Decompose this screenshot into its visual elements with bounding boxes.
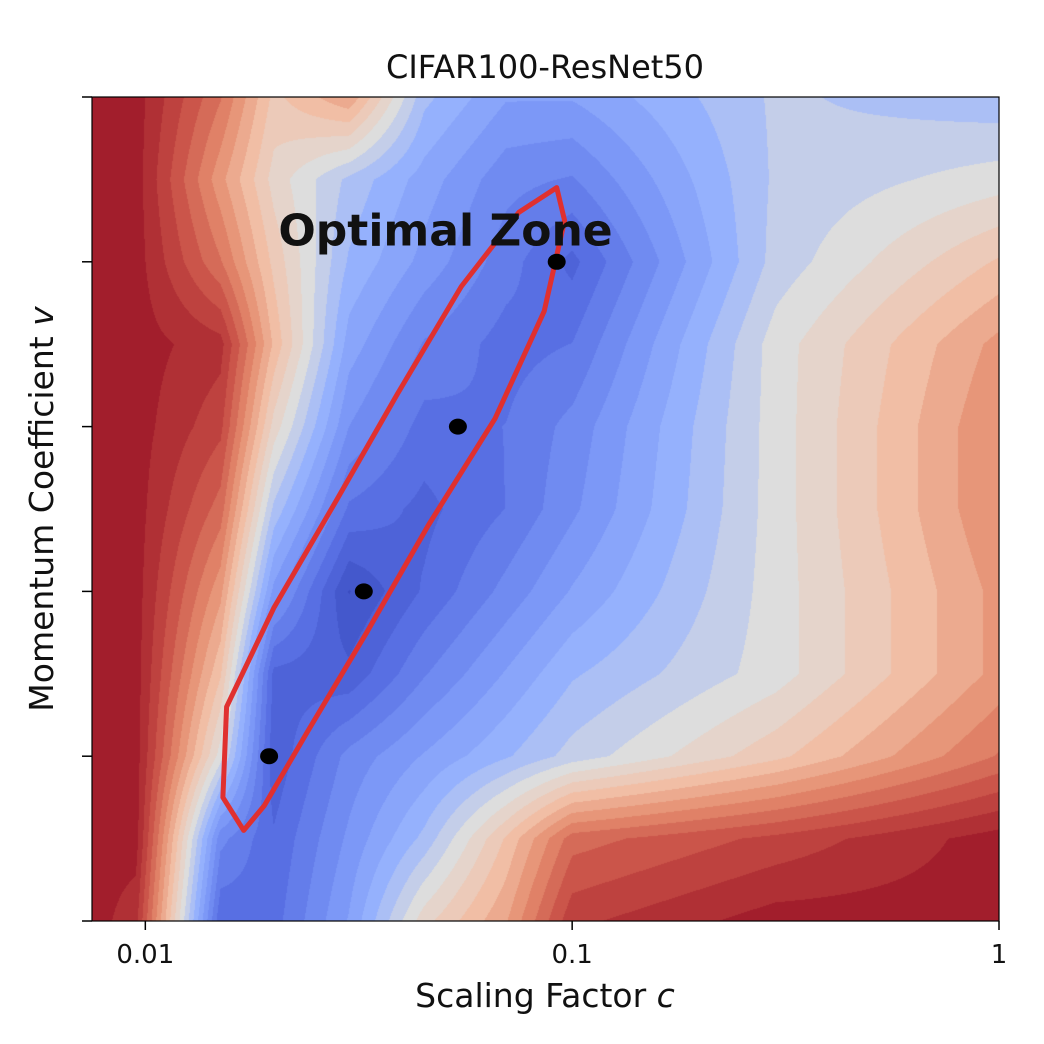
optimal-zone-annotation: Optimal Zone — [278, 205, 612, 256]
optimal-point-1 — [260, 748, 279, 765]
plot-area: Optimal Zone — [91, 96, 1000, 922]
y-axis-label: Momentum Coefficient v — [22, 306, 61, 712]
x-tick-label: 1 — [991, 940, 1008, 970]
optimal-point-2 — [354, 583, 373, 600]
y-axis-ticks — [82, 96, 92, 922]
x-tick-label: 0.01 — [116, 940, 174, 970]
heatmap-surface — [92, 97, 999, 921]
overlay-layer: Optimal Zone — [220, 185, 613, 833]
plot-frame — [91, 96, 1000, 922]
optimal-zone-ellipse — [220, 185, 568, 833]
optimal-point-4 — [547, 253, 566, 270]
heatmap-canvas — [92, 97, 999, 921]
x-axis-ticks: 0.01 0.1 1 — [116, 921, 1007, 970]
optimal-point-3 — [448, 418, 467, 435]
x-axis-label: Scaling Factor c — [415, 976, 675, 1015]
x-tick-label: 0.1 — [551, 940, 592, 970]
chart-title: CIFAR100-ResNet50 — [386, 48, 704, 86]
